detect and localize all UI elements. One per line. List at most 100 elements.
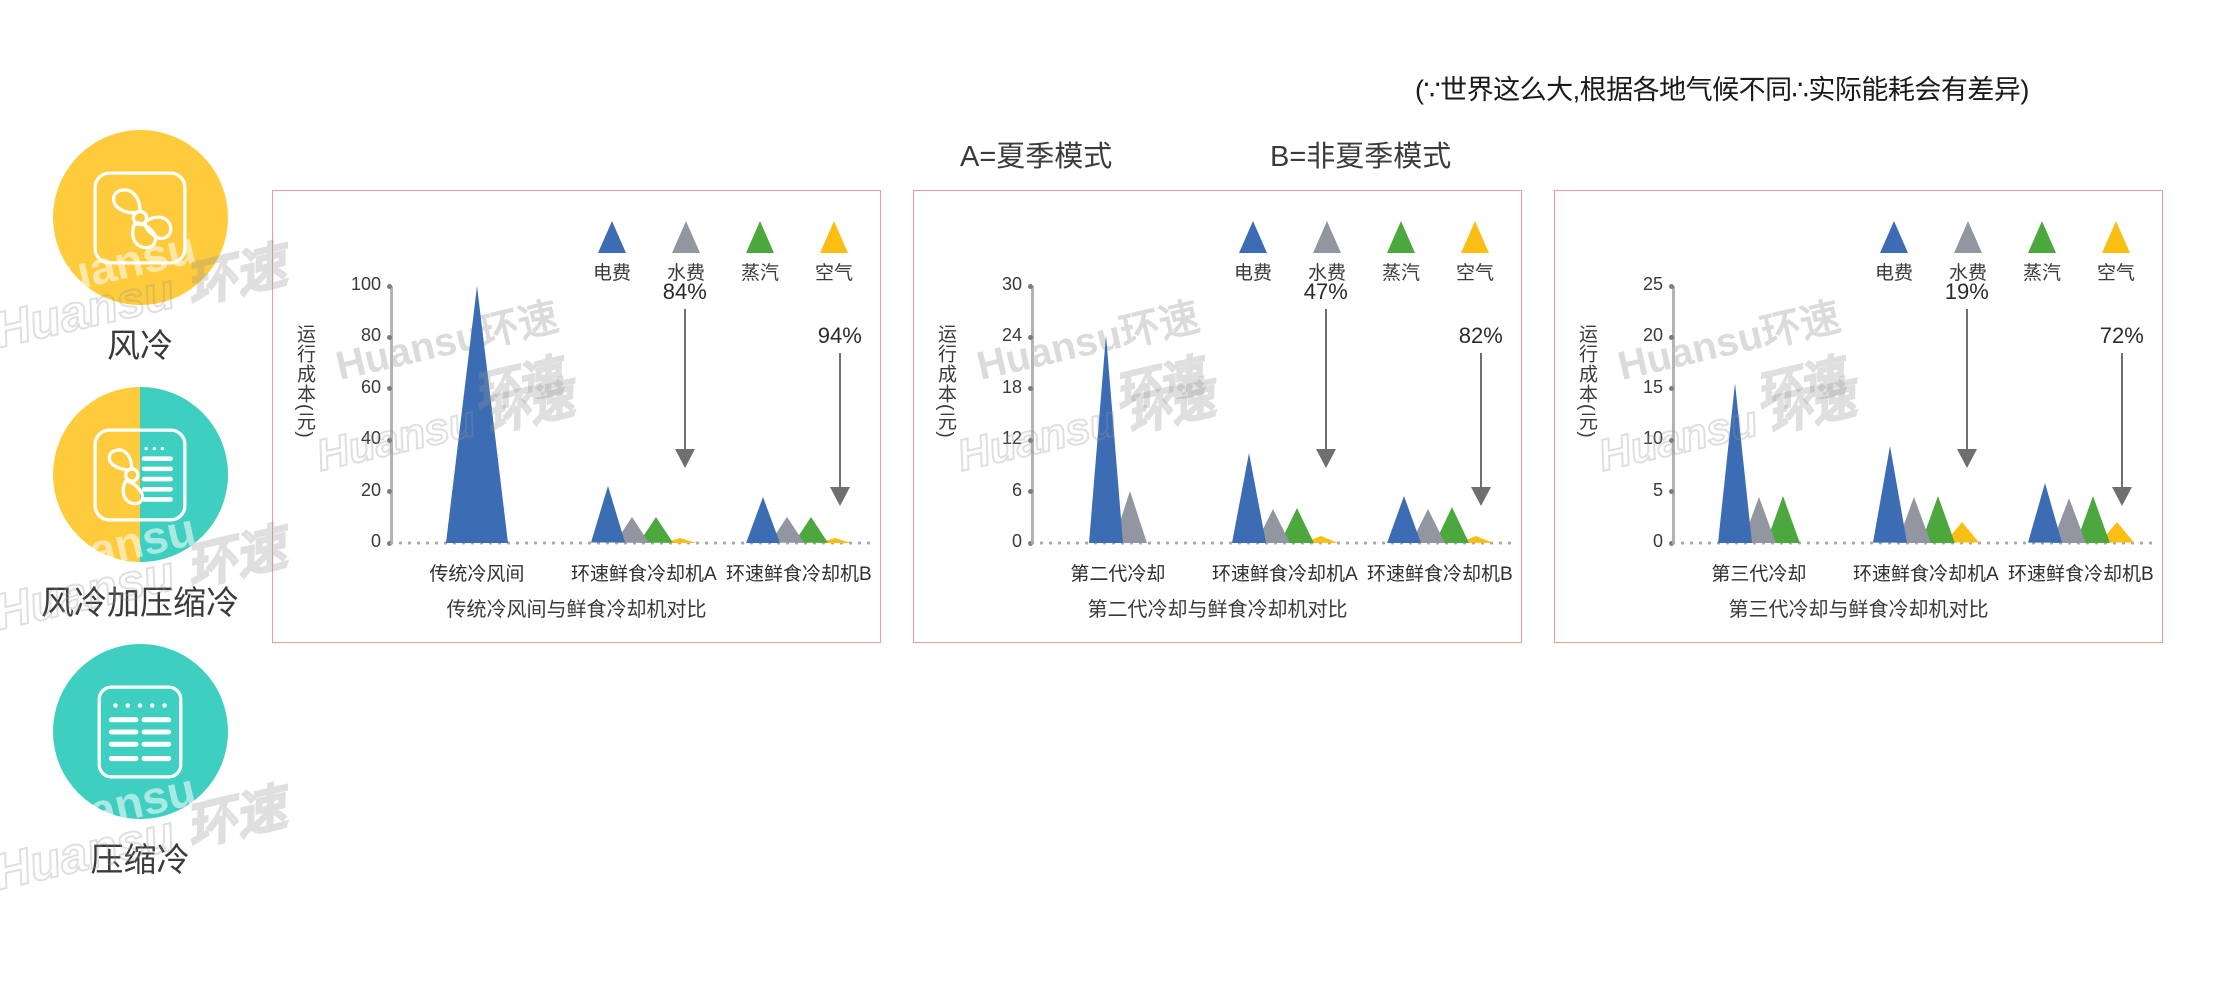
x-axis-category-label: 环速鲜食冷却机A bbox=[570, 564, 717, 585]
legend-triangle-icon bbox=[820, 221, 848, 253]
chart-panel-2: 电费 水费 蒸汽 空气 0 6 12 18 24 30 运行成本(元) 第二代冷却 环速鲜食冷却机A 环速… bbox=[913, 190, 1522, 643]
legend-label: 电费 bbox=[1233, 263, 1272, 284]
arrow-down-icon bbox=[1956, 449, 1977, 468]
y-axis-tick-label: 40 bbox=[360, 428, 381, 449]
chart-legend: 电费 水费 蒸汽 空气 bbox=[1229, 221, 1499, 285]
data-triangle-蒸汽 bbox=[1765, 495, 1800, 543]
y-axis-tick-dot bbox=[1027, 283, 1033, 289]
data-triangle-蒸汽 bbox=[1920, 495, 1955, 543]
annotation-line bbox=[2120, 353, 2124, 487]
legend-label: 水费 bbox=[1948, 263, 1987, 284]
y-axis-line bbox=[1672, 286, 1675, 543]
legend-item-water: 水费 bbox=[662, 221, 710, 285]
chart-title: 第二代冷却与鲜食冷却机对比 bbox=[1087, 599, 1348, 621]
sidebar-item-air-cooling[interactable]: 风冷 bbox=[20, 130, 260, 367]
compressor-icon bbox=[89, 681, 191, 783]
chart-panel-1: 电费 水费 蒸汽 空气 0 20 40 60 80 100 运行成本(元) 传统冷风间 环速鲜食冷却机A… bbox=[272, 190, 881, 643]
legend-label: 水费 bbox=[1307, 263, 1346, 284]
data-triangle-电费 bbox=[2027, 483, 2062, 543]
data-triangle-电费 bbox=[745, 496, 780, 543]
y-axis-tick-dot bbox=[1668, 283, 1674, 289]
legend-label: 蒸汽 bbox=[1381, 263, 1420, 284]
data-triangle-蒸汽 bbox=[793, 517, 828, 543]
legend-triangle-icon bbox=[1461, 221, 1489, 253]
data-triangle-水费 bbox=[1255, 508, 1290, 543]
y-axis-tick-label: 10 bbox=[1642, 428, 1663, 449]
legend-triangle-icon bbox=[1954, 221, 1982, 253]
legend-triangle-icon bbox=[1387, 221, 1415, 253]
watermark: 环速 bbox=[1110, 351, 1209, 421]
chart-title: 传统冷风间与鲜食冷却机对比 bbox=[446, 599, 707, 621]
annotation-line bbox=[1324, 309, 1328, 449]
watermark: 环速 bbox=[1751, 351, 1850, 421]
data-triangle-电费 bbox=[1088, 334, 1123, 543]
y-axis-tick-dot bbox=[1027, 334, 1033, 340]
data-triangle-电费 bbox=[1872, 446, 1907, 543]
legend-item-electric: 电费 bbox=[1229, 221, 1277, 285]
legend-label: 蒸汽 bbox=[740, 263, 779, 284]
annotation-line bbox=[1479, 353, 1483, 487]
x-axis-baseline bbox=[1028, 541, 1515, 545]
x-axis-category-label: 第三代冷却 bbox=[1711, 564, 1807, 585]
legend-triangle-icon bbox=[1313, 221, 1341, 253]
x-axis-category-label: 第二代冷却 bbox=[1070, 564, 1166, 585]
annotation-percent-label: 72% bbox=[2099, 323, 2144, 348]
data-triangle-电费 bbox=[590, 486, 625, 543]
legend-triangle-icon bbox=[598, 221, 626, 253]
legend-item-air: 空气 bbox=[810, 221, 858, 285]
annotation-percent-label: 84% bbox=[662, 279, 707, 304]
data-triangle-水费 bbox=[614, 517, 649, 543]
y-axis-tick-dot bbox=[1027, 386, 1033, 392]
legend-triangle-icon bbox=[672, 221, 700, 253]
y-axis-tick-label: 12 bbox=[1001, 428, 1022, 449]
x-axis-category-label: 环速鲜食冷却机B bbox=[1366, 564, 1513, 585]
y-axis-tick-dot bbox=[1668, 437, 1674, 443]
fan-compressor-icon bbox=[89, 424, 191, 526]
x-axis-category-label: 环速鲜食冷却机B bbox=[2007, 564, 2154, 585]
sidebar-item-compressor-cooling[interactable]: 压缩冷 bbox=[20, 644, 260, 881]
x-axis-baseline bbox=[1669, 541, 2156, 545]
annotation-percent-label: 47% bbox=[1303, 279, 1348, 304]
legend-triangle-icon bbox=[746, 221, 774, 253]
fan-icon bbox=[89, 167, 191, 269]
legend-item-steam: 蒸汽 bbox=[736, 221, 784, 285]
data-triangle-电费 bbox=[1717, 382, 1752, 543]
y-axis-tick-label: 0 bbox=[1652, 531, 1663, 551]
sidebar-item-air-plus-compressor[interactable]: 风冷加压缩冷 bbox=[20, 387, 260, 624]
y-axis-tick-label: 6 bbox=[1011, 479, 1022, 500]
y-axis-tick-dot bbox=[386, 334, 392, 340]
arrow-down-icon bbox=[829, 487, 850, 506]
mode-a-label: A=夏季模式 bbox=[960, 141, 1113, 173]
x-axis-category-label: 环速鲜食冷却机B bbox=[725, 564, 872, 585]
arrow-down-icon bbox=[1315, 449, 1336, 468]
y-axis-tick-dot bbox=[1668, 489, 1674, 495]
legend-label: 蒸汽 bbox=[2022, 263, 2061, 284]
y-axis-tick-label: 100 bbox=[350, 274, 381, 294]
mode-b-label: B=非夏季模式 bbox=[1270, 141, 1452, 173]
data-triangle-水费 bbox=[1896, 496, 1931, 543]
compressor-cooling-circle bbox=[52, 644, 228, 819]
sidebar-item-label: 风冷 bbox=[107, 327, 173, 364]
legend-item-water: 水费 bbox=[1944, 221, 1992, 285]
x-axis-baseline bbox=[387, 541, 874, 545]
annotation-line bbox=[683, 309, 687, 449]
arrow-down-icon bbox=[674, 449, 695, 468]
y-axis-tick-dot bbox=[1027, 489, 1033, 495]
cooling-type-sidebar: 风冷 bbox=[20, 130, 260, 901]
y-axis-tick-label: 5 bbox=[1652, 479, 1663, 500]
arrow-down-icon bbox=[1470, 487, 1491, 506]
y-axis-tick-dot bbox=[386, 283, 392, 289]
data-triangle-蒸汽 bbox=[638, 517, 673, 543]
y-axis-tick-label: 18 bbox=[1001, 376, 1022, 397]
y-axis-tick-label: 80 bbox=[360, 325, 381, 346]
y-axis-tick-label: 0 bbox=[1011, 531, 1022, 551]
air-cooling-circle bbox=[52, 130, 228, 305]
y-axis-tick-label: 0 bbox=[370, 531, 381, 551]
legend-item-water: 水费 bbox=[1303, 221, 1351, 285]
arrow-down-icon bbox=[2111, 487, 2132, 506]
annotation-line bbox=[838, 353, 842, 487]
data-triangle-水费 bbox=[1410, 508, 1445, 543]
y-axis-tick-dot bbox=[1668, 386, 1674, 392]
x-axis-category-label: 环速鲜食冷却机A bbox=[1211, 564, 1358, 585]
